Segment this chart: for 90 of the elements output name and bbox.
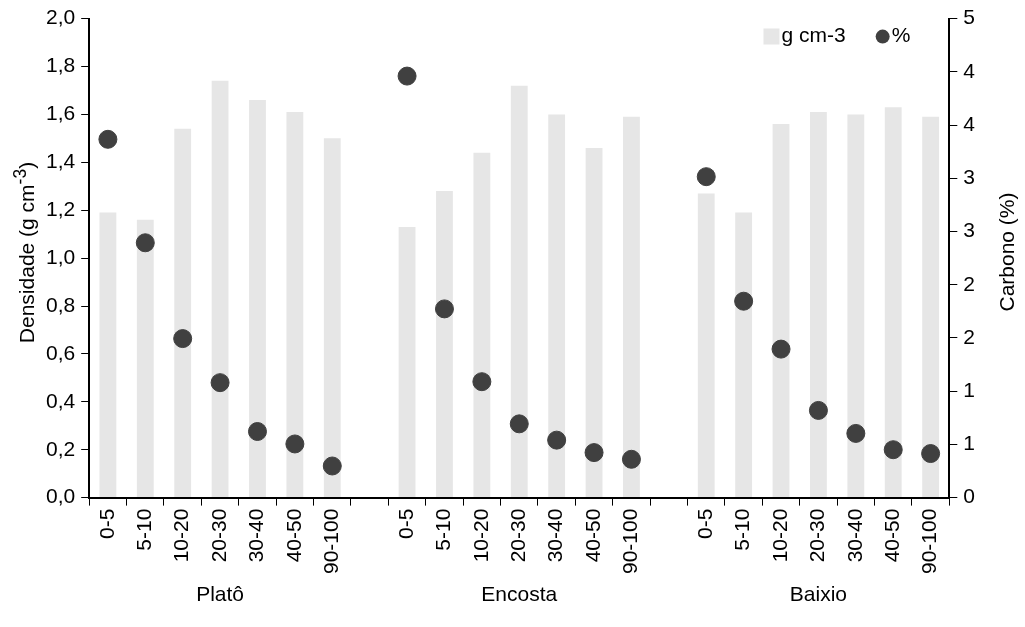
x-tick-label: 10-20 — [169, 508, 193, 563]
x-tick-label: 40-50 — [580, 508, 604, 563]
bar — [174, 128, 192, 498]
x-tick-label: 90-100 — [618, 508, 642, 574]
bar — [323, 138, 341, 498]
point — [247, 422, 267, 442]
point — [621, 449, 641, 469]
x-tick-label: 0-5 — [693, 508, 717, 539]
text: Encosta — [481, 581, 558, 605]
x-tick-label: 90-100 — [917, 508, 941, 574]
y2-tick-label: 4 — [963, 111, 976, 135]
bar — [436, 191, 453, 498]
bar — [922, 116, 940, 498]
y-tick-label: 1,6 — [45, 101, 76, 125]
y-tick-label: 0,0 — [45, 484, 76, 508]
bar — [510, 85, 528, 498]
x-tick-label: 0-5 — [393, 508, 417, 539]
x-tick-label: 0-5 — [94, 508, 118, 539]
bar — [847, 114, 865, 498]
y2-tick-label: 1 — [963, 431, 976, 455]
bar — [810, 112, 827, 498]
point — [173, 329, 193, 349]
bar — [735, 212, 753, 498]
bar — [585, 147, 603, 498]
x-tick-label: 10-20 — [468, 508, 492, 563]
bar — [473, 152, 491, 498]
y2-tick-label: 2 — [963, 324, 976, 348]
y2-tick-label: 3 — [963, 165, 976, 189]
y2-tick-label: 5 — [963, 5, 976, 29]
text: Baixio — [789, 581, 848, 605]
y2-tick-label: 4 — [963, 58, 976, 82]
x-tick-label: 40-50 — [880, 508, 904, 563]
legend-label: % — [891, 23, 911, 47]
x-tick-label: 10-20 — [767, 508, 791, 563]
point — [734, 291, 754, 311]
y-tick-label: 1,2 — [45, 197, 76, 220]
x-tick-label: 30-40 — [543, 508, 567, 563]
point — [135, 233, 155, 253]
point — [883, 440, 903, 460]
point — [771, 339, 791, 359]
x-tick-label: 30-40 — [842, 508, 866, 563]
bar — [772, 123, 790, 498]
point — [509, 414, 529, 434]
point — [584, 443, 604, 463]
bar — [249, 100, 266, 498]
legend-label: g cm-3 — [781, 23, 846, 47]
x-tick-label: 40-50 — [281, 508, 305, 563]
bar — [99, 212, 117, 498]
point — [285, 434, 305, 454]
point — [846, 423, 866, 443]
y2-tick-label: 0 — [963, 484, 976, 508]
y2-tick-label: 1 — [963, 377, 976, 401]
bar — [136, 219, 154, 498]
y-tick-label: 2,0 — [45, 5, 76, 29]
bar — [884, 107, 902, 498]
point — [921, 444, 941, 464]
x-tick-label: 5-10 — [132, 508, 156, 551]
point — [434, 299, 454, 319]
point — [808, 400, 828, 420]
x-tick-label: 20-30 — [206, 508, 230, 563]
y2-axis-title: Carbono (%) — [994, 192, 1019, 312]
x-tick-label: 5-10 — [431, 508, 455, 551]
point — [397, 66, 417, 86]
x-tick-label: 90-100 — [319, 508, 343, 574]
point — [322, 456, 342, 476]
y2-tick-label: 2 — [963, 271, 976, 295]
y-tick-label: 1,4 — [45, 149, 76, 173]
point — [547, 430, 567, 450]
y-tick-label: 0,6 — [45, 340, 76, 364]
y-tick-label: 0,2 — [45, 436, 76, 460]
bar — [398, 226, 416, 498]
x-tick-label: 30-40 — [244, 508, 268, 563]
bar — [286, 112, 304, 498]
bar — [211, 80, 229, 498]
x-tick-label: 20-30 — [805, 508, 829, 563]
y-tick-label: 0,8 — [45, 292, 76, 316]
point — [472, 372, 492, 392]
bar — [697, 193, 715, 498]
bar — [548, 114, 566, 498]
x-tick-label: 20-30 — [506, 508, 530, 563]
point — [210, 373, 230, 393]
y-tick-label: 1,0 — [45, 244, 76, 268]
y-tick-label: 1,8 — [45, 53, 76, 77]
y2-tick-label: 3 — [963, 218, 976, 242]
text: Platô — [196, 581, 245, 605]
point — [98, 129, 118, 149]
bar — [623, 116, 640, 498]
x-tick-label: 5-10 — [730, 508, 754, 551]
point — [696, 167, 716, 187]
y-tick-label: 0,4 — [45, 388, 76, 412]
